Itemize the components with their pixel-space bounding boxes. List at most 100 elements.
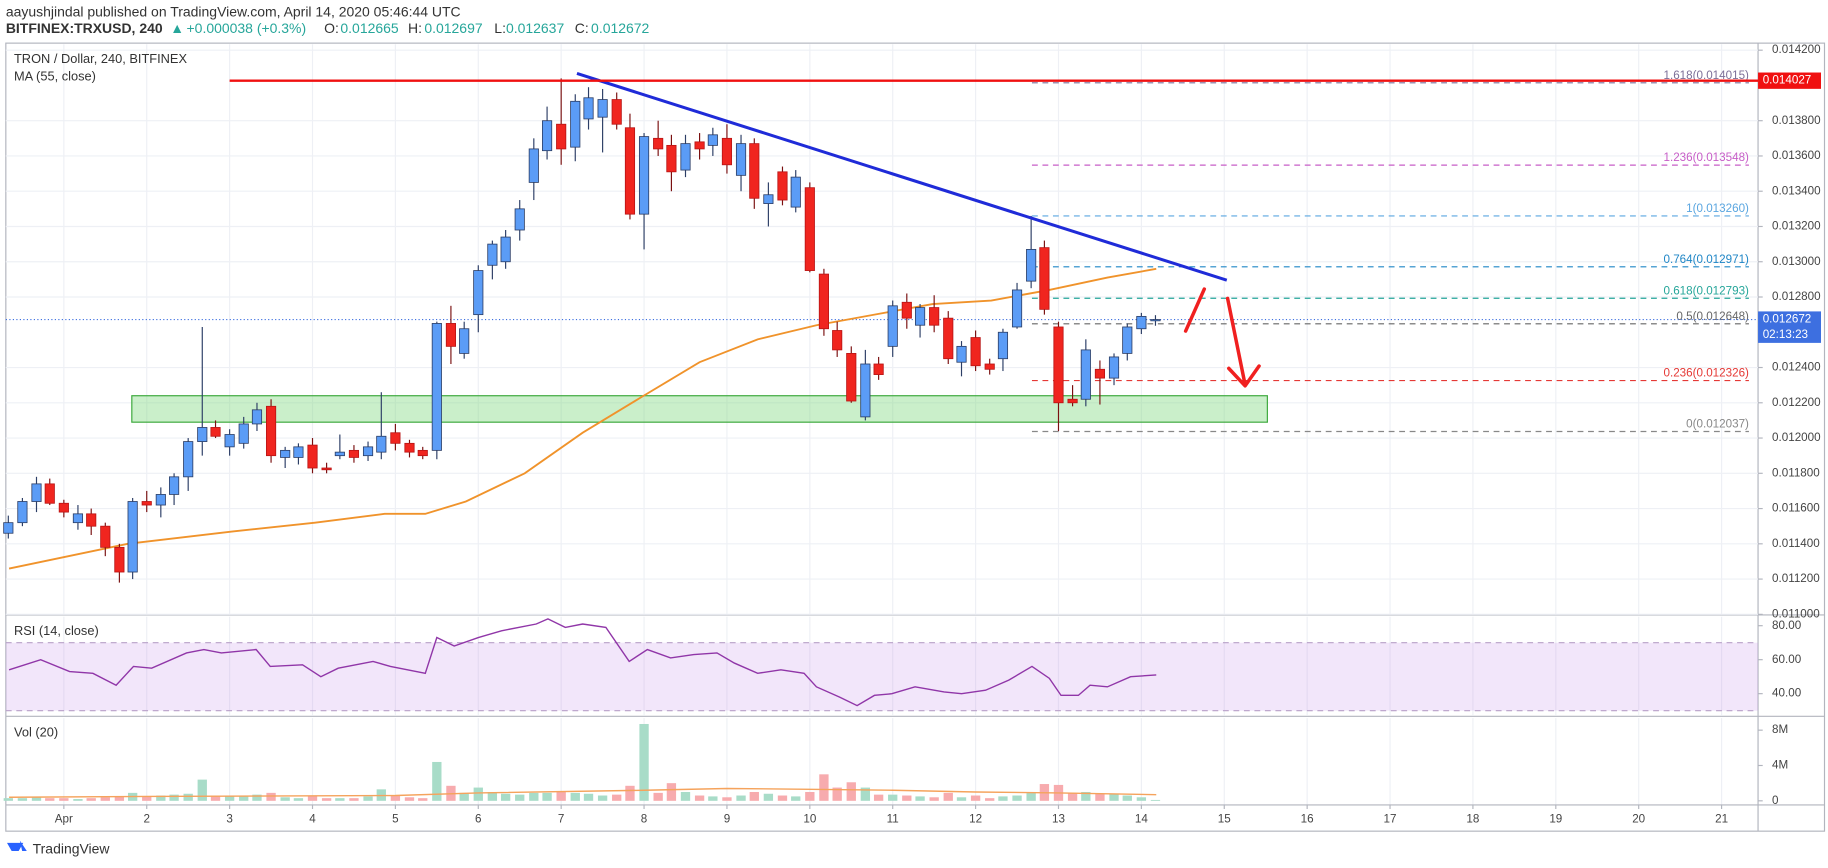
- candle-body: [694, 141, 705, 150]
- low-value: 0.012637: [506, 20, 564, 36]
- candle-body: [224, 434, 235, 448]
- volume-bar: [473, 787, 483, 801]
- y-tick-label: 4M: [1772, 759, 1788, 772]
- pane-title: TRON / Dollar, 240, BITFINEX: [14, 51, 187, 66]
- candle-body: [210, 427, 221, 437]
- candle-body: [459, 328, 470, 354]
- volume-bar: [542, 792, 552, 801]
- candle-body: [251, 409, 263, 425]
- trendline: [576, 71, 1228, 282]
- volume-bar: [791, 796, 801, 801]
- fib-label: 0.764(0.012971): [1663, 253, 1749, 266]
- volume-bar: [943, 792, 953, 801]
- rsi-band: [5, 642, 1759, 711]
- candle-body: [735, 143, 747, 176]
- ma-legend: MA (55, close): [14, 68, 96, 83]
- y-tick-label: 0.013000: [1772, 255, 1821, 268]
- candle-body: [487, 243, 498, 266]
- volume-bar: [114, 796, 125, 801]
- y-tick-label: 0.013600: [1772, 149, 1821, 162]
- candle-body: [321, 467, 332, 471]
- y-tick-label: 8M: [1772, 723, 1788, 736]
- price-tag: [1758, 311, 1822, 343]
- volume-ma: [9, 787, 1157, 798]
- volume-bar: [694, 795, 705, 801]
- pane-title: Vol (20): [14, 725, 58, 740]
- x-tick-label: 7: [558, 813, 564, 826]
- open-label: O:: [324, 20, 339, 36]
- candle-body: [846, 353, 857, 402]
- volume-bar: [156, 795, 166, 801]
- fib-label: 0.5(0.012648): [1676, 310, 1749, 323]
- x-tick-label: 4: [309, 813, 316, 826]
- y-tick-label: 0.011800: [1772, 466, 1820, 479]
- y-tick-label: 0: [1772, 794, 1779, 807]
- volume-bar: [307, 795, 318, 801]
- rsi-line: [8, 618, 1157, 707]
- volume-bar: [888, 794, 898, 801]
- x-tick-label: 14: [1135, 813, 1148, 826]
- fib-label: 0(0.012037): [1686, 418, 1749, 431]
- candle-body: [44, 483, 55, 504]
- candle-body: [749, 143, 760, 199]
- candle-body: [238, 423, 249, 444]
- volume-bar: [487, 791, 498, 801]
- y-tick-label: 0.011000: [1772, 607, 1820, 620]
- y-tick-label: 80.00: [1772, 619, 1802, 632]
- publisher: aayushjindal published on TradingView.co…: [6, 4, 461, 20]
- x-tick-label: 20: [1632, 813, 1645, 826]
- fib-label: 1(0.013260): [1686, 202, 1749, 215]
- pane-title: RSI (14, close): [14, 623, 99, 638]
- volume-bar: [680, 791, 691, 801]
- candle-body: [362, 446, 374, 457]
- volume-bar: [1095, 793, 1105, 801]
- close-value: 0.012672: [591, 20, 649, 36]
- high-label: H:: [408, 20, 422, 36]
- volume-bar: [459, 792, 469, 801]
- candle-body: [431, 323, 442, 451]
- candle-body: [597, 99, 608, 118]
- candle-body: [445, 323, 457, 347]
- candle-body: [100, 525, 111, 548]
- volume-bar: [915, 796, 925, 801]
- x-tick-label: 13: [1052, 813, 1065, 826]
- brand-logo: [6, 840, 27, 851]
- volume-bar: [59, 798, 69, 801]
- candle-body: [197, 427, 208, 442]
- x-tick-label: 3: [226, 813, 232, 826]
- y-tick-label: 0.013200: [1772, 220, 1821, 233]
- volume-bar: [390, 795, 401, 801]
- candle-body: [114, 546, 125, 573]
- countdown: 02:13:23: [1763, 328, 1808, 341]
- price-tag: [1758, 72, 1822, 89]
- x-tick-label: 15: [1218, 813, 1231, 826]
- volume-bar: [970, 795, 981, 801]
- y-tick-label: 0.012800: [1772, 290, 1821, 303]
- candle-body: [790, 176, 801, 208]
- candle-body: [390, 432, 401, 444]
- candle-body: [956, 345, 967, 363]
- volume-bar: [100, 797, 110, 801]
- symbol: BITFINEX:TRXUSD, 240: [6, 20, 163, 36]
- volume-bar: [432, 761, 442, 801]
- volume-bar: [349, 798, 359, 801]
- candle-body: [1011, 289, 1023, 328]
- volume-bar: [956, 797, 967, 801]
- x-tick-label: 11: [887, 813, 899, 826]
- x-tick-label: 2: [143, 813, 149, 826]
- candle-body: [542, 120, 553, 152]
- candle-body: [155, 494, 166, 506]
- brand: TradingView: [33, 841, 111, 857]
- y-tick-label: 60.00: [1772, 653, 1802, 666]
- candle-body: [1122, 326, 1133, 354]
- volume-bar: [1081, 791, 1091, 801]
- volume-bar: [1122, 795, 1132, 801]
- candle-body: [3, 522, 14, 534]
- volume-bar: [404, 797, 415, 801]
- price-tag-label: 0.012672: [1763, 313, 1812, 326]
- volume-bar: [1012, 795, 1022, 801]
- fib-label: 0.236(0.012326): [1663, 367, 1749, 380]
